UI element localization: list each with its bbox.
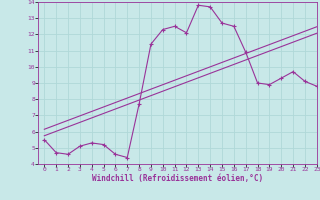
X-axis label: Windchill (Refroidissement éolien,°C): Windchill (Refroidissement éolien,°C) — [92, 174, 263, 183]
